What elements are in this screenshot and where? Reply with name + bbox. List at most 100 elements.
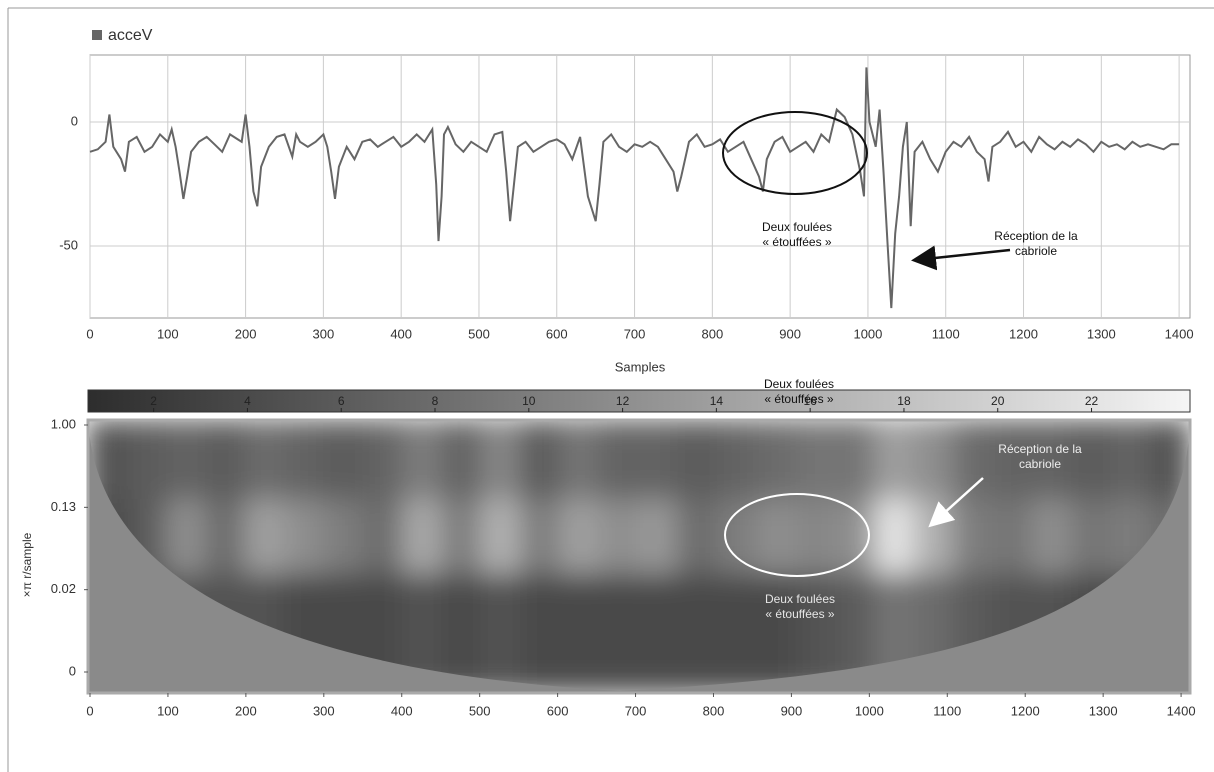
x-tick-label: 700: [625, 703, 647, 718]
x-tick-label: 700: [624, 326, 646, 341]
x-tick-label: 400: [391, 703, 413, 718]
heat-cell: [1070, 499, 1113, 576]
annotation: « étouffées »: [762, 235, 831, 249]
x-tick-label: 1300: [1087, 326, 1116, 341]
highlight-ellipse: [722, 111, 868, 195]
y-tick-label: 0: [71, 113, 78, 128]
heat-cell: [716, 499, 759, 576]
arrow: [911, 245, 1011, 271]
x-tick-label: 0: [86, 703, 93, 718]
legend-swatch: [92, 30, 102, 40]
annotation: Réception de la: [994, 229, 1078, 243]
heat-cell: [913, 420, 955, 501]
heat-cell: [323, 420, 365, 501]
heat-cell: [205, 420, 247, 501]
heat-cell: [283, 420, 326, 501]
heat-cell: [638, 499, 680, 576]
colorbar-tick-label: 10: [522, 394, 536, 408]
y-tick-label: 0.02: [51, 581, 76, 596]
heat-cell: [283, 499, 326, 576]
heat-cell: [126, 420, 168, 501]
heat-cell: [795, 420, 837, 501]
heat-cell: [401, 499, 444, 576]
x-tick-label: 1100: [933, 703, 961, 718]
heat-cell: [638, 574, 680, 693]
x-tick-label: 1200: [1009, 326, 1038, 341]
heat-cell: [519, 420, 562, 501]
heat-cell: [401, 420, 444, 501]
annotation: cabriole: [1019, 457, 1061, 471]
heat-cell: [323, 499, 365, 576]
heat-cell: [1070, 420, 1113, 501]
x-tick-label: 0: [86, 326, 93, 341]
annotation: « étouffées »: [764, 392, 833, 406]
heat-cell: [480, 574, 522, 693]
heatmap: [88, 420, 1190, 693]
colorbar-tick-label: 16: [803, 394, 817, 408]
x-tick-label: 300: [313, 703, 335, 718]
heat-cell: [244, 420, 286, 501]
x-tick-label: 1000: [855, 703, 884, 718]
heat-cell: [638, 420, 680, 501]
heat-cell: [598, 574, 640, 693]
heat-cell: [559, 420, 601, 501]
heat-cell: [362, 420, 404, 501]
heat-cell: [598, 499, 640, 576]
colorbar-tick-label: 22: [1085, 394, 1099, 408]
x-tick-label: 100: [157, 326, 179, 341]
cone-of-influence: [88, 420, 1190, 693]
heat-cell: [756, 574, 798, 693]
colorbar-tick-label: 12: [616, 394, 630, 408]
x-tick-label: 800: [701, 326, 723, 341]
heat-cell: [1031, 499, 1073, 576]
heat-cell: [716, 420, 759, 501]
plot-area: [89, 54, 1191, 319]
y-tick-label: 0.13: [51, 499, 76, 514]
colorbar-tick-label: 18: [897, 394, 911, 408]
heat-cell: [559, 499, 601, 576]
x-tick-label: 500: [469, 703, 491, 718]
y-tick-label: 0: [69, 663, 76, 678]
heat-cell: [716, 574, 759, 693]
annotation: Deux foulées: [762, 220, 832, 234]
heat-cell: [677, 499, 719, 576]
heat-cell: [205, 499, 247, 576]
heat-cell: [519, 499, 562, 576]
x-tick-label: 1100: [932, 326, 960, 341]
highlight-ellipse: [724, 493, 870, 577]
x-tick-label: 300: [313, 326, 335, 341]
x-tick-label: 600: [546, 326, 568, 341]
y-tick-label: -50: [59, 237, 78, 252]
colorbar-tick-label: 4: [244, 394, 251, 408]
heat-cell: [834, 420, 877, 501]
heat-cell: [992, 420, 1034, 501]
y-axis-label: ×π r/sample: [20, 532, 34, 597]
heat-cell: [1110, 420, 1152, 501]
x-tick-label: 400: [390, 326, 412, 341]
x-tick-label: 1400: [1167, 703, 1196, 718]
heat-cell: [677, 420, 719, 501]
data-line: [89, 67, 1180, 309]
annotation: Deux foulées: [765, 592, 835, 606]
heat-cell: [1031, 420, 1073, 501]
heat-cell: [677, 574, 719, 693]
heat-cell: [480, 499, 522, 576]
heat-cell: [952, 420, 995, 501]
annotation: « étouffées »: [765, 607, 834, 621]
heat-cell: [952, 499, 995, 576]
x-tick-label: 1400: [1165, 326, 1194, 341]
plot-frame: [86, 418, 1192, 695]
x-tick-label: 200: [235, 703, 257, 718]
heat-cell: [874, 499, 916, 576]
annotation: Réception de la: [998, 442, 1082, 456]
heat-cell: [756, 420, 798, 501]
x-tick-label: 900: [781, 703, 803, 718]
x-tick-label: 100: [157, 703, 179, 718]
colorbar-tick-label: 2: [150, 394, 157, 408]
colorbar-tick-label: 6: [338, 394, 345, 408]
heat-cell: [165, 420, 208, 501]
colorbar-tick-label: 20: [991, 394, 1005, 408]
legend-label: acceV: [108, 27, 153, 44]
heat-cell: [441, 420, 483, 501]
